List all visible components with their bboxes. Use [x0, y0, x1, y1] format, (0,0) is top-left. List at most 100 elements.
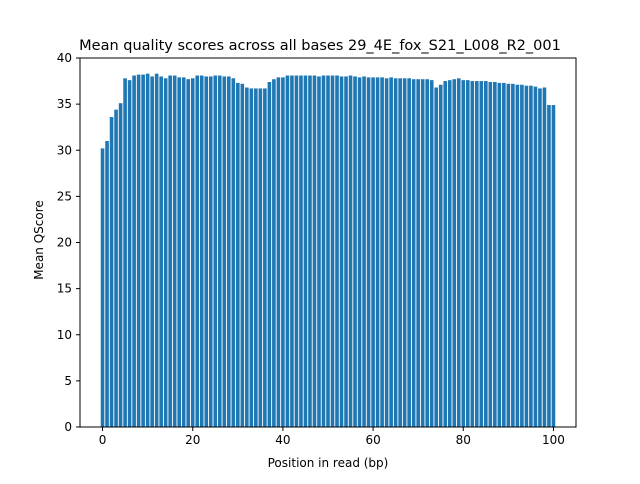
bar-63: [384, 78, 389, 428]
bar-100: [551, 105, 556, 428]
bar-35: [258, 88, 263, 427]
bar-14: [163, 78, 168, 428]
bar-61: [375, 77, 380, 427]
bar-20: [190, 78, 195, 428]
bar-23: [204, 76, 209, 427]
bar-16: [172, 75, 177, 427]
bar-81: [465, 80, 470, 427]
bar-8: [136, 74, 141, 427]
bar-31: [240, 83, 245, 427]
bar-50: [326, 75, 330, 427]
bar-10: [145, 73, 150, 428]
x-tick-label: 80: [456, 433, 471, 447]
bar-42: [290, 75, 294, 427]
y-tick-label: 30: [57, 143, 72, 157]
bar-90: [506, 83, 511, 427]
x-tick-label: 40: [275, 433, 290, 447]
bar-34: [254, 88, 258, 427]
bar-51: [330, 75, 335, 427]
bar-66: [398, 78, 402, 428]
bar-80: [461, 80, 466, 427]
bar-95: [529, 85, 533, 428]
x-tick-label: 0: [99, 433, 107, 447]
bar-17: [177, 77, 182, 427]
bar-87: [493, 81, 497, 428]
bar-11: [150, 76, 154, 427]
bar-30: [236, 82, 240, 427]
bar-73: [429, 80, 434, 427]
y-axis-ticks: 0 5 10 15 20 25 30 35 40: [57, 51, 80, 434]
bar-70: [416, 79, 420, 427]
bar-92: [515, 84, 520, 427]
bar-54: [344, 76, 348, 427]
bar-75: [438, 84, 443, 427]
bar-27: [222, 76, 227, 427]
bar-1: [105, 141, 109, 427]
bar-32: [245, 87, 249, 428]
bar-91: [511, 83, 515, 427]
bar-40: [281, 77, 285, 427]
bar-48: [317, 76, 321, 427]
bar-41: [285, 75, 290, 427]
bar-99: [547, 105, 551, 428]
bar-12: [154, 73, 159, 428]
bars-group: [100, 73, 556, 428]
bar-49: [321, 75, 326, 427]
bar-37: [267, 81, 272, 428]
y-tick-label: 35: [57, 97, 72, 111]
bar-46: [308, 75, 312, 427]
bar-77: [447, 80, 452, 427]
bar-97: [538, 88, 542, 427]
bar-24: [208, 76, 213, 427]
bar-6: [127, 80, 132, 427]
bar-22: [199, 75, 204, 427]
bar-7: [132, 75, 136, 427]
y-tick-label: 15: [57, 282, 72, 296]
bar-0: [100, 148, 105, 427]
bar-84: [479, 81, 484, 427]
y-axis-label: Mean QScore: [32, 200, 46, 280]
y-tick-label: 5: [64, 374, 72, 388]
bar-25: [213, 75, 218, 427]
bar-59: [366, 77, 371, 427]
y-tick-label: 25: [57, 189, 72, 203]
bar-13: [159, 76, 163, 427]
x-tick-label: 20: [185, 433, 200, 447]
bar-74: [434, 87, 439, 428]
bar-5: [123, 78, 127, 428]
y-tick-label: 40: [57, 51, 72, 65]
bar-88: [497, 82, 502, 427]
bar-21: [195, 75, 200, 427]
x-tick-label: 60: [365, 433, 380, 447]
bar-2: [109, 117, 114, 427]
chart-title: Mean quality scores across all bases 29_…: [79, 38, 561, 54]
bar-79: [456, 78, 461, 428]
bar-36: [263, 88, 267, 427]
bar-15: [168, 75, 172, 427]
bar-96: [533, 86, 538, 427]
bar-39: [276, 77, 281, 427]
bar-72: [425, 79, 430, 427]
x-axis-ticks: 0 20 40 60 80 100: [99, 427, 565, 447]
bar-26: [217, 75, 222, 427]
bar-18: [181, 77, 186, 427]
y-tick-label: 20: [57, 236, 72, 250]
bar-62: [380, 77, 384, 427]
bar-78: [452, 79, 457, 427]
bar-82: [470, 81, 475, 427]
bar-85: [484, 81, 488, 427]
bar-19: [186, 79, 191, 427]
bar-71: [420, 79, 425, 427]
x-tick-label: 100: [542, 433, 565, 447]
bar-56: [353, 76, 357, 427]
bar-53: [339, 76, 344, 427]
bar-65: [393, 78, 398, 428]
bar-29: [231, 78, 236, 428]
bar-58: [362, 76, 366, 427]
bar-3: [114, 109, 118, 427]
bar-47: [312, 75, 317, 427]
bar-52: [335, 75, 339, 427]
bar-57: [357, 77, 362, 427]
